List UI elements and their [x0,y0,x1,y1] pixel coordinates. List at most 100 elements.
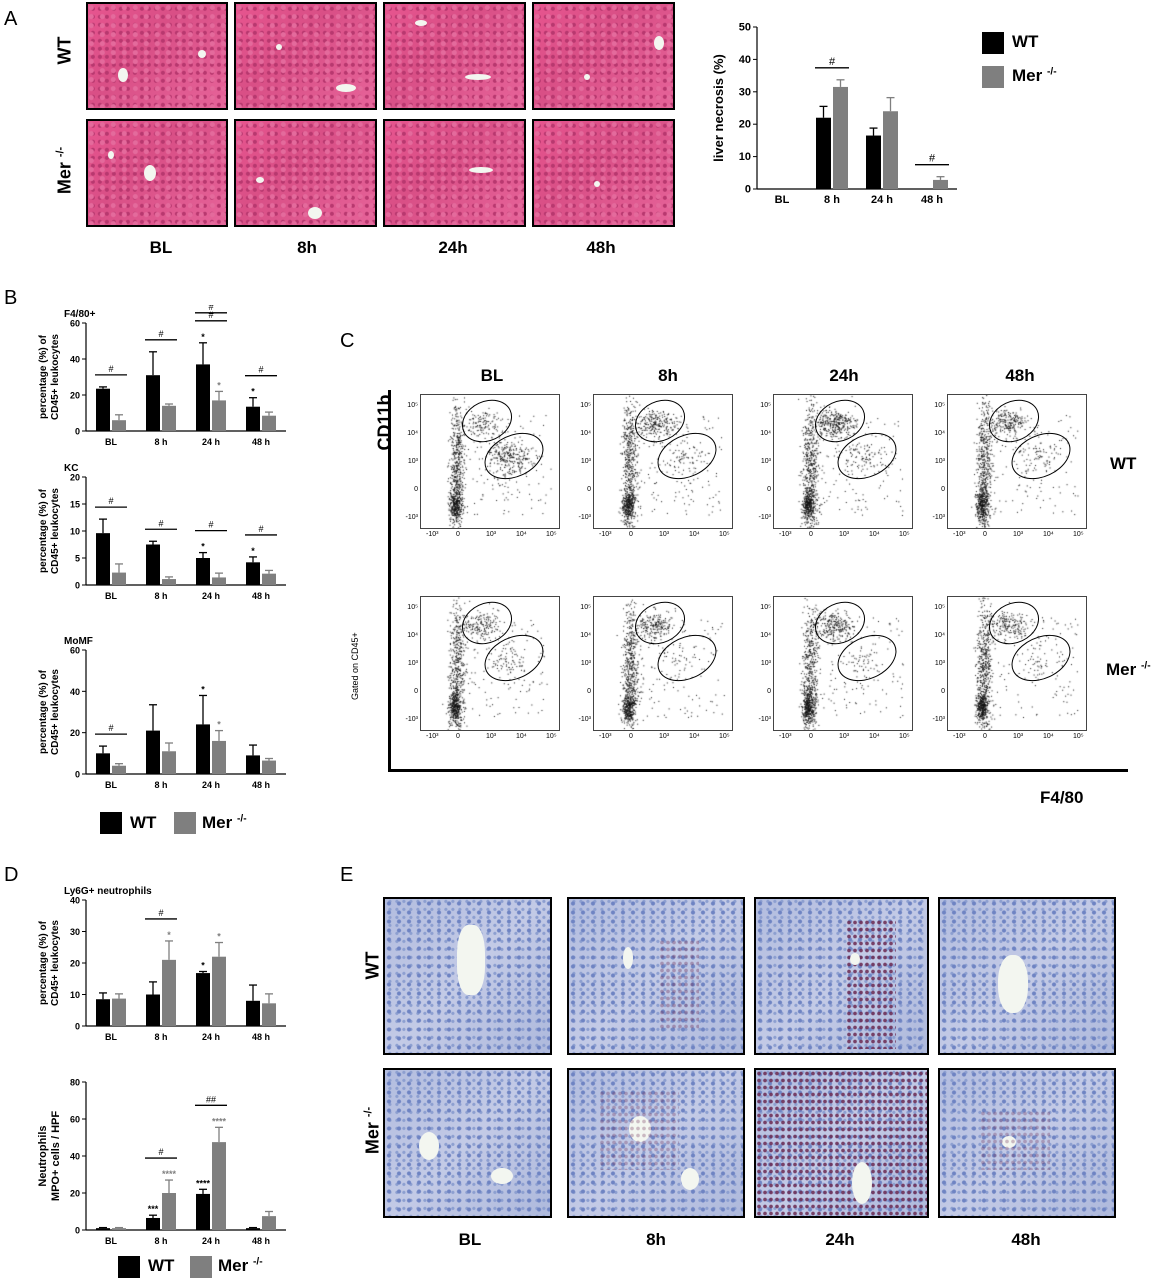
bar-wt-0 [96,753,110,774]
y-tick-label: 60 [70,1115,80,1125]
significance-hash: # [929,153,936,165]
flow-y-tick-label: 10³ [407,660,418,667]
panel-e-row-label-wt: WT [362,951,383,980]
legend-b-wt-swatch [100,812,122,834]
y-tick-label: 10 [70,527,80,537]
flow-density-dots [594,597,732,730]
significance-hash: # [158,329,163,339]
flow-plot-wt-bl [420,394,560,529]
he-micrograph-wt-24h [383,2,526,110]
flow-x-tick-label: 10⁴ [1043,531,1054,538]
flow-x-tick-label: -10³ [953,733,966,740]
flow-y-tick-label: -10³ [405,514,418,521]
x-tick-label: 48 h [252,591,270,601]
flow-y-tick-label: 10⁵ [407,402,418,409]
chart-title: F4/80+ [64,309,96,320]
y-tick-label: 5 [75,554,80,564]
bar-mer-2 [212,956,226,1026]
flow-x-tick-label: 10³ [486,733,497,740]
he-micrograph-wt-48h [532,2,675,110]
significance-star: * [251,387,255,397]
y-axis-label-line: percentage (%) of [38,334,49,419]
y-axis-label-line: CD45+ leukocytes [50,669,61,755]
he-micrograph-mer-48h [532,119,675,227]
panel-letter-d: D [4,864,19,886]
flow-plot-mer-48h [947,596,1087,731]
flow-y-tick-label: 10⁴ [760,430,771,437]
significance-star: **** [162,1169,177,1179]
bar-mer-3 [933,179,948,189]
ihc-micrograph-wt-8h [567,897,745,1055]
bar-wt-0 [96,533,110,585]
x-tick-label: BL [105,1032,117,1042]
flow-y-tick-label: 10⁴ [934,430,945,437]
y-tick-label: 40 [70,1152,80,1162]
chart-kc: KC 0 5 10 15 20 percentage (%) ofCD45+ leukocy… [38,463,286,601]
flow-x-tick-label: 10³ [659,531,670,538]
legend-a-mer-label: Mer -/- [1012,66,1057,85]
bar-mer-1 [833,86,848,189]
x-tick-label: 8 h [154,1236,167,1246]
bar-mer-2 [212,400,226,431]
y-tick-label: 60 [70,319,80,329]
ihc-micrograph-mer-8h [567,1068,745,1218]
bar-mer-2 [212,1142,226,1230]
ihc-micrograph-wt-48h [938,897,1116,1055]
flow-x-tick-label: -10³ [779,531,792,538]
flow-x-tick-label: 10⁴ [1043,733,1054,740]
bar-mer-3 [262,1216,276,1230]
bar-mer-0 [112,420,126,431]
panel-c-time-24h: 24h [829,366,859,385]
panel-letter-c: C [340,330,355,352]
flow-x-tick-label: 10³ [839,531,850,538]
x-tick-label: 24 h [202,780,220,790]
y-axis-label-line: MPO+ cells / HPF [50,1111,62,1201]
flow-y-tick-label: 10⁴ [934,632,945,639]
panel-e-time-24h: 24h [825,1230,855,1249]
flow-x-tick-label: -10³ [599,733,612,740]
legend-a-mer-swatch [982,66,1004,88]
flow-y-tick-label: 10⁴ [580,430,591,437]
significance-star: * [201,332,205,342]
flow-x-tick-label: -10³ [779,733,792,740]
y-axis-label-line: percentage (%) of [38,488,49,573]
x-tick-label: BL [105,591,117,601]
y-tick-label: 20 [70,959,80,969]
flow-x-tick-label: 10³ [486,531,497,538]
panel-letter-e: E [340,864,354,886]
flow-y-tick-label: 10⁴ [407,430,418,437]
flow-x-tick-label: 10⁵ [899,733,910,740]
panel-c-time-8h: 8h [658,366,678,385]
flow-density-dots [774,395,912,528]
significance-hash: # [108,364,113,374]
y-tick-label: 0 [75,1022,80,1032]
bar-wt-2 [196,724,210,774]
significance-hash: # [208,305,213,312]
bar-wt-3 [246,1228,260,1230]
flow-x-tick-label: 0 [983,733,987,740]
bar-mer-1 [162,751,176,774]
flow-y-tick-label: 0 [767,486,771,493]
chart-title: MoMF [64,636,93,647]
y-axis-label-line: percentage (%) of [38,669,49,754]
flow-plot-mer-8h [593,596,733,731]
flow-y-tick-label: 10⁵ [934,604,945,611]
flow-x-tick-label: 10⁵ [899,531,910,538]
bar-wt-0 [96,999,110,1026]
flow-y-tick-label: 0 [941,486,945,493]
chart-title: Ly6G+ neutrophils [64,886,152,897]
legend-a-wt-label: WT [1012,32,1039,51]
he-micrograph-wt-8h [234,2,377,110]
flow-x-tick-label: 0 [456,531,460,538]
legend-b-mer-swatch [174,812,196,834]
flow-x-tick-label: 10⁴ [689,733,700,740]
flow-x-tick-label: 0 [983,531,987,538]
flow-y-tick-label: 10³ [760,660,771,667]
panel-a-time-bl: BL [149,238,173,257]
significance-star: * [251,546,255,556]
legend-b-mer-label: Mer -/- [202,813,247,832]
flow-y-tick-label: 0 [941,688,945,695]
flow-y-tick-label: 0 [587,486,591,493]
panel-c-gating-note: Gated on CD45+ [350,632,360,700]
flow-x-tick-label: 10⁴ [869,531,880,538]
